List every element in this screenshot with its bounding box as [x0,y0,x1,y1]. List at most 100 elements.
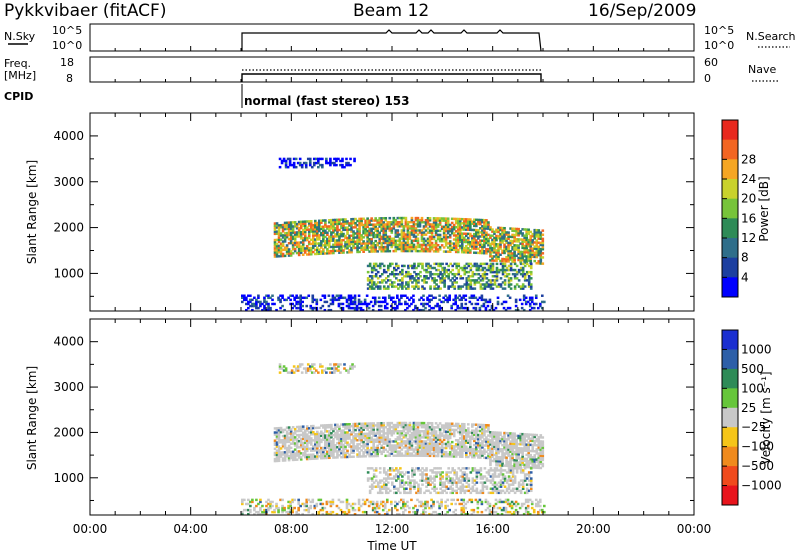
velocity-cell [347,369,350,372]
power-cell [527,255,531,258]
velocity-cell [417,485,420,488]
power-cell [465,283,469,286]
velocity-cell [414,432,418,435]
power-cell [525,232,528,235]
power-cell [466,220,470,223]
velocity-cell [382,426,386,429]
velocity-cell [497,435,500,438]
power-cell [497,234,500,238]
power-cell [497,230,500,234]
velocity-cell [309,443,313,446]
power-cell [378,233,382,237]
power-cell [535,249,539,253]
power-cell [297,247,301,251]
power-cell [278,157,282,161]
power-cell [299,220,303,224]
power-cell [503,257,506,261]
velocity-cell [408,429,412,433]
power-cell [307,242,311,246]
power-cell [291,227,295,230]
power-cell [364,246,367,249]
power-cell [425,270,428,274]
power-cell [420,239,424,243]
power-cell [279,246,283,250]
power-cell [404,300,407,304]
power-cell [459,287,463,290]
power-cell [293,249,297,253]
power-cell [338,222,341,226]
power-cell [330,239,333,242]
power-cell [483,237,486,240]
power-cell [469,220,472,223]
velocity-cell [449,487,452,490]
power-cell [331,161,334,165]
velocity-cell [460,437,464,440]
velocity-cell [344,447,347,451]
velocity-cell [372,422,375,425]
velocity-cell [315,449,319,452]
power-cell [402,247,406,251]
power-cell [408,220,412,224]
power-cell [331,302,335,306]
velocity-cell [453,479,457,482]
power-cell [456,234,460,237]
velocity-cell [447,471,450,474]
velocity-cell [487,448,490,452]
power-cell [443,266,446,270]
power-cell [335,159,338,163]
velocity-cell [396,452,400,455]
velocity-cell [511,452,514,456]
velocity-cell [295,446,299,449]
velocity-cell [328,446,331,449]
velocity-cell [511,444,514,448]
power-cell [400,235,404,238]
velocity-cell [384,436,388,439]
power-cell [416,237,420,240]
power-cell [349,300,353,304]
velocity-cell [425,477,428,480]
power-cell [370,219,373,222]
velocity-cell [479,446,482,449]
power-cell [527,230,531,234]
power-cell [472,294,476,297]
velocity-cell [364,422,367,425]
power-cell [505,239,508,242]
velocity-cell [535,458,539,461]
velocity-cell [400,421,404,425]
power-cell [289,229,293,232]
velocity-cell [348,453,351,457]
power-cell [523,261,526,264]
power-cell [313,252,317,256]
power-cell [543,300,546,304]
velocity-cell [328,448,331,451]
velocity-cell [281,451,285,454]
power-cell [485,227,488,230]
velocity-cell [372,432,375,435]
power-cell [336,228,339,232]
power-cell [386,266,390,270]
velocity-cell [313,438,317,442]
power-cell [511,272,515,276]
velocity-cell [420,444,424,447]
velocity-cell [446,434,450,438]
velocity-cell [511,454,514,458]
power-cell [350,220,353,223]
colorbar-swatch [722,179,738,200]
velocity-cell [527,459,531,463]
power-cell [434,243,438,247]
velocity-cell [408,436,412,439]
power-cell [382,270,386,274]
velocity-cell [290,371,294,374]
power-cell [464,244,468,248]
velocity-cell [424,440,428,443]
power-cell [261,308,264,312]
power-cell [364,248,367,251]
power-cell [356,248,359,252]
velocity-cell [503,444,506,447]
velocity-cell [320,424,323,427]
power-cell [533,228,537,232]
power-cell [436,223,440,226]
power-cell [495,253,498,256]
velocity-cell [469,437,472,440]
velocity-cell [382,424,386,427]
